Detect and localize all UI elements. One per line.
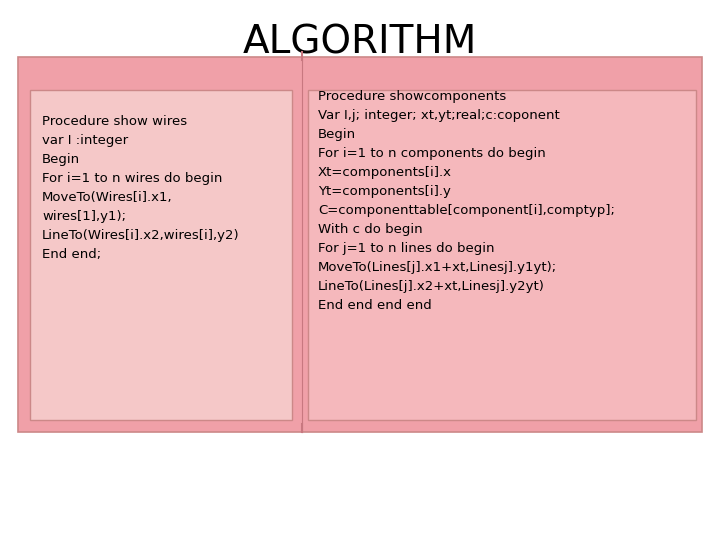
Text: Procedure show wires
var I :integer
Begin
For i=1 to n wires do begin
MoveTo(Wir: Procedure show wires var I :integer Begi… xyxy=(42,115,240,261)
Text: Procedure showcomponents
Var I,j; integer; xt,yt;real;c:coponent
Begin
For i=1 t: Procedure showcomponents Var I,j; intege… xyxy=(318,90,615,312)
Bar xyxy=(308,90,696,420)
Bar xyxy=(18,57,702,432)
Bar xyxy=(30,90,292,420)
Text: ALGORITHM: ALGORITHM xyxy=(243,24,477,62)
